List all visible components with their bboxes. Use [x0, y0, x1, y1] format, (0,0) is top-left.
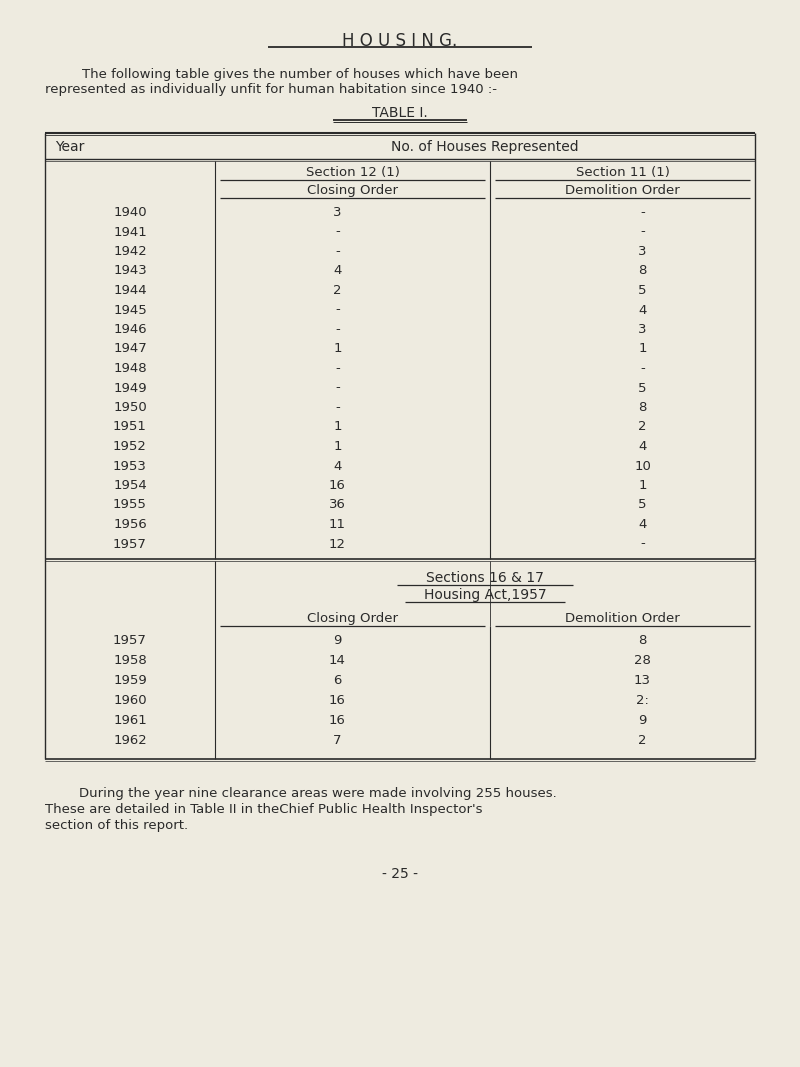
Text: 1946: 1946: [113, 323, 147, 336]
Text: Demolition Order: Demolition Order: [565, 184, 680, 197]
Text: The following table gives the number of houses which have been: The following table gives the number of …: [65, 68, 518, 81]
Text: 16: 16: [329, 694, 346, 707]
Text: Section 12 (1): Section 12 (1): [306, 166, 399, 179]
Text: 6: 6: [334, 674, 342, 687]
Text: 1952: 1952: [113, 440, 147, 453]
Text: 1957: 1957: [113, 634, 147, 647]
Text: 14: 14: [329, 654, 346, 667]
Text: During the year nine clearance areas were made involving 255 houses.: During the year nine clearance areas wer…: [45, 787, 557, 800]
Text: 36: 36: [329, 498, 346, 511]
Text: 1948: 1948: [113, 362, 147, 375]
Text: 1959: 1959: [113, 674, 147, 687]
Text: -: -: [335, 382, 340, 395]
Text: represented as individually unfit for human habitation since 1940 :-: represented as individually unfit for hu…: [45, 83, 497, 96]
Text: -: -: [335, 225, 340, 239]
Text: -: -: [640, 538, 645, 551]
Text: - 25 -: - 25 -: [382, 867, 418, 881]
Text: 3: 3: [638, 245, 646, 258]
Text: 4: 4: [638, 517, 646, 531]
Text: 16: 16: [329, 479, 346, 492]
Text: 1: 1: [334, 343, 342, 355]
Text: 3: 3: [638, 323, 646, 336]
Text: Year: Year: [55, 140, 84, 154]
Text: -: -: [335, 362, 340, 375]
Text: 1947: 1947: [113, 343, 147, 355]
Text: 1953: 1953: [113, 460, 147, 473]
Text: 1951: 1951: [113, 420, 147, 433]
Text: 1960: 1960: [113, 694, 147, 707]
Text: 4: 4: [334, 460, 342, 473]
Text: 1955: 1955: [113, 498, 147, 511]
Text: 8: 8: [638, 265, 646, 277]
Text: 4: 4: [334, 265, 342, 277]
Text: 1942: 1942: [113, 245, 147, 258]
Text: 2:: 2:: [636, 694, 649, 707]
Text: 11: 11: [329, 517, 346, 531]
Text: 1954: 1954: [113, 479, 147, 492]
Text: 5: 5: [638, 284, 646, 297]
Text: 2: 2: [334, 284, 342, 297]
Text: 2: 2: [638, 734, 646, 747]
Text: 1950: 1950: [113, 401, 147, 414]
Text: 1: 1: [638, 479, 646, 492]
Text: Demolition Order: Demolition Order: [565, 612, 680, 625]
Text: -: -: [640, 225, 645, 239]
Text: 1961: 1961: [113, 714, 147, 727]
Text: 1: 1: [334, 440, 342, 453]
Text: Housing Act,1957: Housing Act,1957: [424, 588, 546, 602]
Text: 5: 5: [638, 382, 646, 395]
Text: -: -: [640, 362, 645, 375]
Text: 4: 4: [638, 440, 646, 453]
Text: 4: 4: [638, 303, 646, 317]
Text: 12: 12: [329, 538, 346, 551]
Text: -: -: [335, 401, 340, 414]
Text: Closing Order: Closing Order: [307, 184, 398, 197]
Text: section of this report.: section of this report.: [45, 819, 188, 832]
Text: 28: 28: [634, 654, 651, 667]
Text: H O U S I N G.: H O U S I N G.: [342, 32, 458, 50]
Text: 1962: 1962: [113, 734, 147, 747]
Text: 7: 7: [334, 734, 342, 747]
Text: 13: 13: [634, 674, 651, 687]
Text: 1: 1: [638, 343, 646, 355]
Text: 1: 1: [334, 420, 342, 433]
Text: 10: 10: [634, 460, 651, 473]
Text: 1940: 1940: [113, 206, 147, 219]
Text: 9: 9: [334, 634, 342, 647]
Text: 1958: 1958: [113, 654, 147, 667]
Text: Section 11 (1): Section 11 (1): [575, 166, 670, 179]
Text: -: -: [335, 245, 340, 258]
Text: 1944: 1944: [113, 284, 147, 297]
Text: 1943: 1943: [113, 265, 147, 277]
Text: -: -: [335, 303, 340, 317]
Text: 1949: 1949: [113, 382, 147, 395]
Text: These are detailed in Table II in theChief Public Health Inspector's: These are detailed in Table II in theChi…: [45, 803, 482, 816]
Text: 9: 9: [638, 714, 646, 727]
Text: Sections 16 & 17: Sections 16 & 17: [426, 571, 544, 585]
Text: TABLE I.: TABLE I.: [372, 106, 428, 120]
Text: Closing Order: Closing Order: [307, 612, 398, 625]
Text: -: -: [640, 206, 645, 219]
Text: 8: 8: [638, 634, 646, 647]
Text: 5: 5: [638, 498, 646, 511]
Text: 1957: 1957: [113, 538, 147, 551]
Text: 16: 16: [329, 714, 346, 727]
Text: 1941: 1941: [113, 225, 147, 239]
Text: 8: 8: [638, 401, 646, 414]
Text: 1945: 1945: [113, 303, 147, 317]
Text: 2: 2: [638, 420, 646, 433]
Text: No. of Houses Represented: No. of Houses Represented: [391, 140, 579, 154]
Text: -: -: [335, 323, 340, 336]
Text: 3: 3: [334, 206, 342, 219]
Text: 1956: 1956: [113, 517, 147, 531]
